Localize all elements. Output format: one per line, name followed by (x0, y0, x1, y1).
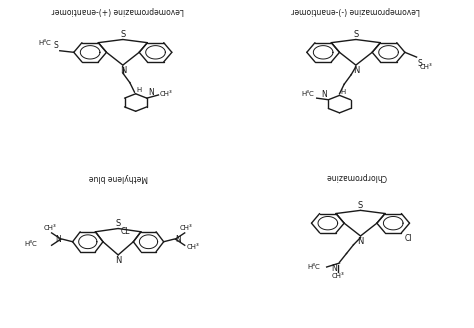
Text: CH³: CH³ (332, 273, 345, 278)
Text: Cl: Cl (405, 235, 412, 243)
Text: S: S (418, 59, 422, 68)
Text: N: N (55, 235, 61, 244)
Text: H: H (341, 89, 346, 94)
Text: CH³: CH³ (160, 91, 173, 97)
Text: N: N (321, 90, 327, 99)
Text: N: N (331, 264, 337, 273)
Text: H³C: H³C (307, 264, 319, 270)
Text: N: N (175, 235, 181, 244)
Text: CH³: CH³ (420, 64, 433, 70)
Text: N: N (353, 66, 359, 75)
Text: CH³: CH³ (187, 244, 200, 250)
Text: CH³: CH³ (44, 225, 57, 231)
Text: S: S (120, 30, 126, 39)
Text: H: H (137, 87, 142, 93)
Text: Chlorpromazine: Chlorpromazine (326, 172, 386, 181)
Text: H³C: H³C (25, 241, 37, 247)
Text: N: N (119, 66, 126, 75)
Text: CL: CL (120, 227, 130, 236)
Text: N: N (357, 237, 364, 246)
Text: CH³: CH³ (180, 225, 192, 231)
Text: H³C: H³C (301, 91, 314, 97)
Text: S: S (353, 30, 358, 39)
Text: S: S (116, 219, 121, 228)
Text: N: N (148, 88, 154, 97)
Text: H³C: H³C (39, 40, 52, 46)
Text: N: N (115, 256, 121, 265)
Text: Levomepromazine (+)-enantiomer: Levomepromazine (+)-enantiomer (52, 6, 184, 15)
Text: Levomepromazine (-)-enantiomer: Levomepromazine (-)-enantiomer (292, 6, 420, 15)
Text: S: S (358, 200, 363, 210)
Text: Methylene blue: Methylene blue (89, 173, 148, 182)
Text: S: S (54, 41, 59, 50)
